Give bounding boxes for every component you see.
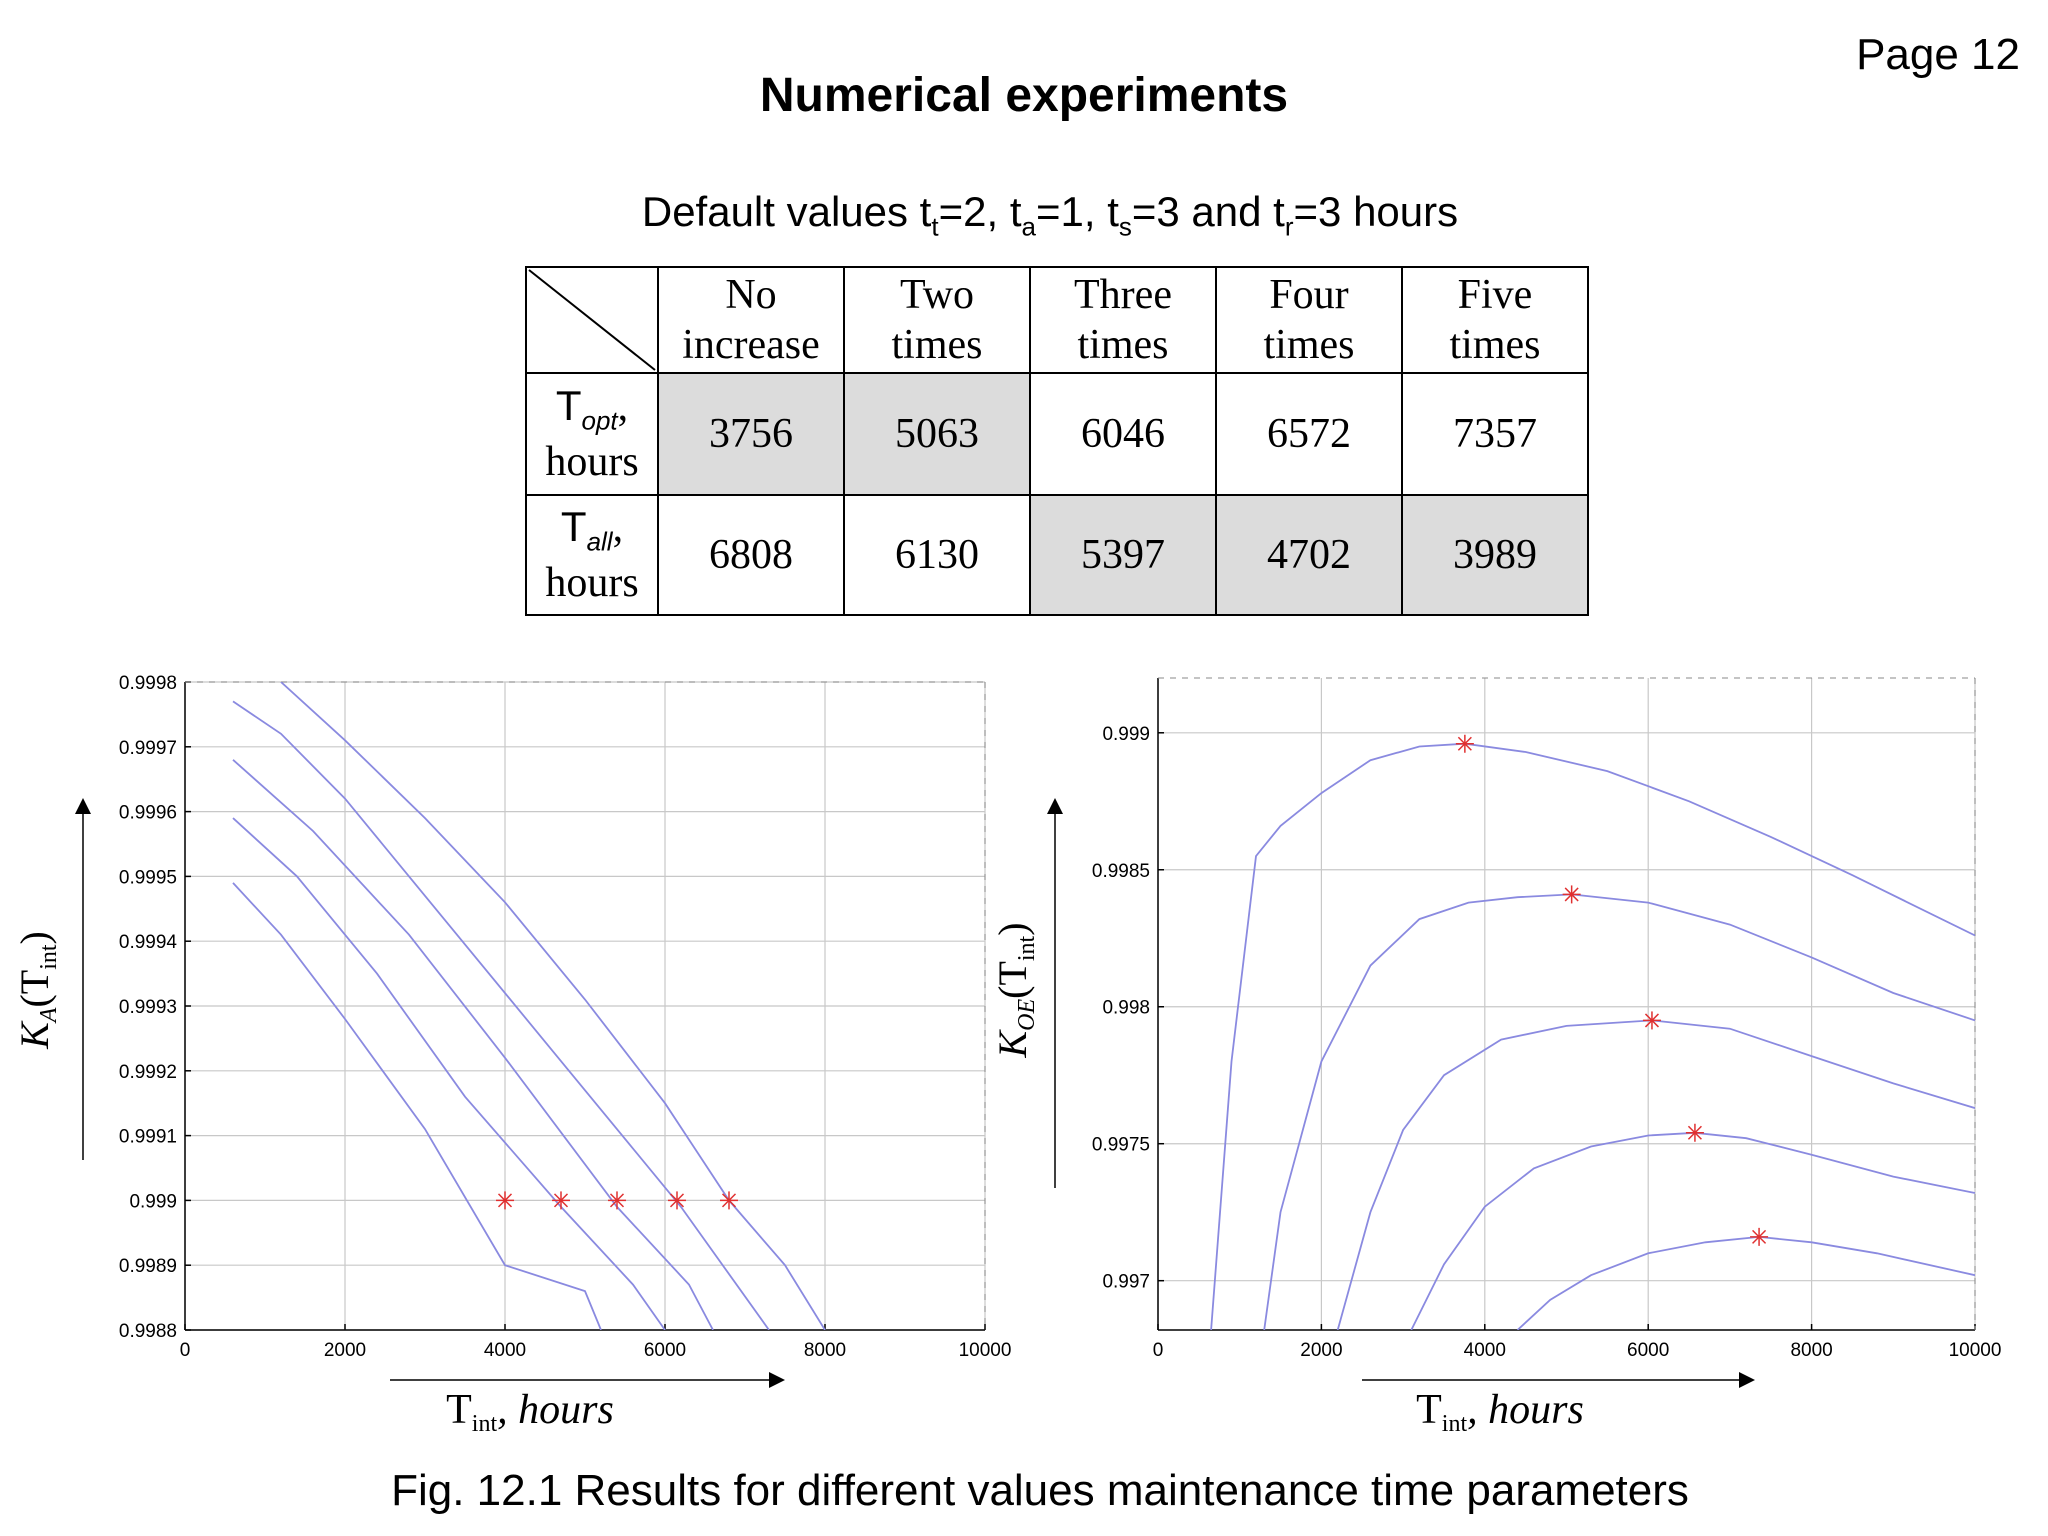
y-tick-label: 0.9996 — [119, 803, 177, 824]
optimum-marker — [608, 1191, 626, 1210]
marker-stroke — [553, 1193, 569, 1208]
table-cell: 6130 — [843, 494, 1031, 616]
series-line-5 — [1516, 1235, 1975, 1330]
optimum-marker — [552, 1191, 570, 1210]
table-cell: 6808 — [657, 494, 845, 616]
figure-caption: Fig. 12.1 Results for different values m… — [391, 1466, 1689, 1515]
x-tick-label: 6000 — [644, 1340, 686, 1361]
x-tick-label: 2000 — [1300, 1340, 1342, 1361]
y-arrow-head — [75, 798, 91, 814]
table-cell: 6572 — [1215, 372, 1403, 496]
y-tick-label: 0.997 — [1102, 1272, 1150, 1293]
row-header-tall: Tall, hours — [525, 494, 659, 616]
y-arrow-head — [1047, 798, 1063, 814]
y-tick-label: 0.9994 — [119, 932, 178, 953]
x-arrow-head — [1739, 1372, 1755, 1388]
column-header: Four times — [1215, 266, 1403, 374]
series-line-4 — [232, 700, 770, 1330]
x-tick-label: 0 — [1153, 1340, 1164, 1361]
corner-diagonal — [528, 269, 656, 371]
marker-stroke — [1457, 736, 1472, 751]
chart-1: 0 2000 4000 6000 8000 10000 0.9988 0.9989 0.999 0… — [12, 673, 1011, 1437]
marker-stroke — [1564, 887, 1579, 902]
x-tick-label: 10000 — [1949, 1340, 2002, 1361]
series-group — [232, 682, 826, 1330]
table-cell: 3989 — [1401, 494, 1589, 616]
optimum-marker — [668, 1191, 686, 1210]
marker-stroke — [609, 1193, 625, 1208]
x-tick-label: 8000 — [804, 1340, 846, 1361]
table-cell: 5397 — [1029, 494, 1217, 616]
y-tick-label: 0.9992 — [119, 1062, 177, 1083]
x-axis-label: Tint, hours — [446, 1387, 614, 1437]
column-header: Five times — [1401, 266, 1589, 374]
charts-area: 0 2000 4000 6000 8000 100000.99880.99890.9990… — [12, 673, 2002, 1437]
y-axis-label: KOE(Tint) — [990, 922, 1040, 1058]
y-tick-label: 0.9989 — [119, 1256, 177, 1277]
table-cell: 5063 — [843, 372, 1031, 496]
series-line-5 — [280, 682, 826, 1330]
table-cell: 7357 — [1401, 372, 1589, 496]
column-header: Three times — [1029, 266, 1217, 374]
table-corner-cell — [525, 266, 659, 374]
table-row: Topt, hours 3756 5063 6046 6572 7357 — [525, 372, 1589, 496]
y-tick-label: 0.9975 — [1092, 1135, 1150, 1156]
optimum-marker — [1562, 885, 1581, 904]
optimum-marker — [496, 1191, 514, 1210]
optimum-marker — [720, 1191, 738, 1210]
series-line-1 — [232, 882, 602, 1330]
table-cell: 4702 — [1215, 494, 1403, 616]
x-tick-label: 4000 — [1464, 1340, 1506, 1361]
page-title: Numerical experiments — [759, 69, 1289, 122]
x-arrow-head — [769, 1372, 785, 1388]
y-tick-label: 0.9997 — [119, 738, 177, 759]
marker-stroke — [721, 1193, 737, 1208]
x-tick-label: 0 — [180, 1340, 191, 1361]
x-tick-label: 10000 — [959, 1340, 1012, 1361]
column-header: No increase — [657, 266, 845, 374]
marker-stroke — [497, 1193, 513, 1208]
results-table: No increase Two times Three times Four times… — [525, 266, 1589, 616]
table-header-row: No increase Two times Three times Four times… — [525, 266, 1589, 374]
optimum-marker — [1750, 1227, 1769, 1246]
marker-stroke — [669, 1193, 685, 1208]
series-group — [1210, 742, 1975, 1330]
y-tick-label: 0.998 — [1102, 998, 1150, 1019]
x-axis-label: Tint, hours — [1416, 1387, 1584, 1437]
marker-stroke — [1687, 1125, 1702, 1140]
y-tick-label: 0.999 — [129, 1191, 177, 1212]
y-axis-label: KA(Tint) — [12, 931, 62, 1050]
x-tick-label: 2000 — [324, 1340, 366, 1361]
y-tick-label: 0.9985 — [1092, 861, 1150, 882]
series-line-3 — [1336, 1019, 1975, 1330]
chart-2: 0 2000 4000 6000 8000 10000 0.997 0.9975 0.998 0.… — [990, 677, 2002, 1437]
series-line-3 — [232, 759, 714, 1330]
x-tick-label: 4000 — [484, 1340, 526, 1361]
series-line-2 — [1263, 893, 1975, 1330]
page-number: Page 12 — [1856, 30, 2020, 79]
y-tick-label: 0.9998 — [119, 673, 177, 694]
optimum-marker — [1455, 734, 1474, 753]
table-cell: 3756 — [657, 372, 845, 496]
y-tick-label: 0.9995 — [119, 867, 177, 888]
y-tick-label: 0.9991 — [119, 1127, 177, 1148]
series-line-1 — [1210, 742, 1975, 1330]
marker-stroke — [1644, 1013, 1659, 1028]
table-cell: 6046 — [1029, 372, 1217, 496]
optimum-marker — [1685, 1123, 1704, 1142]
series-line-2 — [232, 817, 666, 1330]
marker-stroke — [1752, 1229, 1767, 1244]
y-tick-label: 0.9988 — [119, 1321, 177, 1342]
x-tick-label: 6000 — [1627, 1340, 1669, 1361]
table-row: Tall, hours 6808 6130 5397 4702 3989 — [525, 494, 1589, 616]
x-tick-label: 8000 — [1790, 1340, 1832, 1361]
column-header: Two times — [843, 266, 1031, 374]
y-tick-label: 0.9993 — [119, 997, 177, 1018]
y-tick-label: 0.999 — [1102, 724, 1150, 745]
series-line-4 — [1410, 1131, 1975, 1330]
default-values-subtitle: Default values tt=2, ta=1, ts=3 and tr=3… — [641, 188, 1459, 242]
optimum-marker — [1642, 1011, 1661, 1030]
row-header-topt: Topt, hours — [525, 372, 659, 496]
